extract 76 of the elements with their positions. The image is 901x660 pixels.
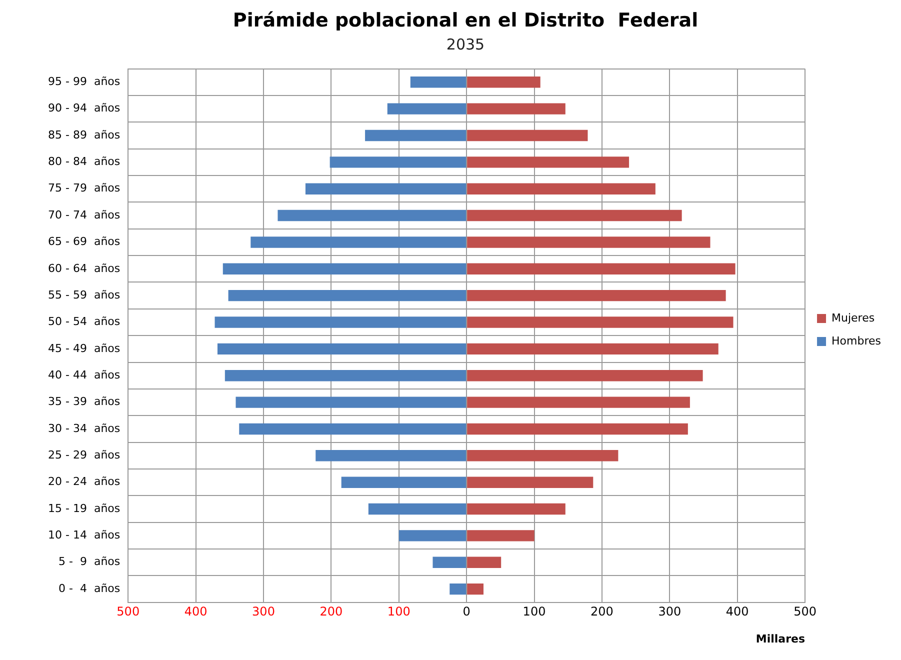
bar: [467, 316, 734, 328]
x-tick-label: 100: [522, 604, 546, 619]
y-tick-label: 40 - 44 años: [48, 368, 120, 382]
bar: [467, 210, 682, 222]
bar: [467, 236, 710, 248]
bar: [467, 343, 718, 355]
bar: [222, 263, 466, 275]
bar: [467, 156, 630, 168]
bar: [467, 476, 594, 488]
bar: [467, 583, 484, 595]
bar: [467, 76, 540, 88]
bar: [410, 76, 466, 88]
bar: [467, 556, 502, 568]
y-tick-label: 25 - 29 años: [48, 448, 120, 462]
bar: [467, 396, 690, 408]
y-tick-label: 70 - 74 años: [48, 208, 120, 222]
y-tick-label: 5 - 9 años: [58, 555, 120, 568]
bar: [224, 370, 466, 382]
y-tick-label: 75 - 79 años: [48, 182, 120, 195]
bar: [214, 316, 466, 328]
y-tick-label: 80 - 84 años: [48, 155, 120, 168]
bar: [239, 423, 466, 435]
x-tick-label: 100: [387, 604, 410, 619]
y-tick-label: 30 - 34 años: [48, 422, 120, 435]
x-tick-label: 500: [116, 604, 140, 619]
bar: [330, 156, 466, 168]
bar: [467, 503, 566, 515]
bar: [467, 263, 736, 275]
bar: [467, 290, 726, 302]
bar: [305, 183, 466, 194]
y-tick-label: 95 - 99 años: [48, 75, 120, 88]
y-tick-label: 85 - 89 años: [48, 128, 120, 142]
y-tick-label: 10 - 14 años: [48, 528, 120, 542]
y-tick-label: 60 - 64 años: [48, 262, 120, 275]
x-tick-label: 400: [726, 604, 749, 619]
y-tick-label: 0 - 4 años: [58, 582, 120, 595]
bar: [316, 450, 466, 462]
bar: [236, 396, 466, 408]
bar: [398, 530, 466, 542]
bar: [432, 556, 466, 568]
bar: [467, 423, 688, 435]
legend-label: Mujeres: [832, 311, 875, 324]
bar: [368, 503, 466, 515]
bar: [467, 130, 588, 142]
chart-subtitle: 2035: [446, 36, 485, 54]
y-tick-label: 35 - 39 años: [48, 395, 120, 408]
x-tick-label: 400: [184, 604, 208, 619]
bar: [467, 530, 534, 542]
y-tick-label: 90 - 94 años: [48, 102, 120, 115]
bar: [217, 343, 466, 355]
x-axis-title: Millares: [756, 632, 806, 646]
bar: [467, 450, 618, 462]
bar: [467, 103, 566, 114]
bar: [250, 236, 466, 248]
x-tick-label: 300: [658, 604, 682, 619]
bar: [228, 290, 466, 302]
legend-label: Hombres: [832, 334, 882, 348]
x-tick-label: 200: [590, 604, 614, 619]
y-tick-label: 65 - 69 años: [48, 235, 120, 248]
y-tick-label: 15 - 19 años: [48, 502, 120, 515]
y-tick-label: 50 - 54 años: [48, 315, 120, 328]
x-tick-label: 500: [794, 604, 816, 619]
bar: [365, 130, 466, 142]
x-tick-label: 300: [252, 604, 275, 619]
bar: [387, 103, 466, 114]
y-tick-label: 45 - 49 años: [48, 342, 120, 355]
bar: [278, 210, 466, 222]
x-tick-label: 200: [320, 604, 343, 619]
x-tick-label: 0: [462, 604, 470, 619]
y-tick-label: 20 - 24 años: [48, 475, 120, 488]
chart-title: Pirámide poblacional en el Distrito Federal: [232, 9, 698, 32]
bar: [467, 370, 703, 382]
y-tick-label: 55 - 59 años: [48, 288, 120, 302]
bar: [450, 583, 466, 595]
bar: [467, 183, 656, 194]
bar: [341, 476, 466, 488]
